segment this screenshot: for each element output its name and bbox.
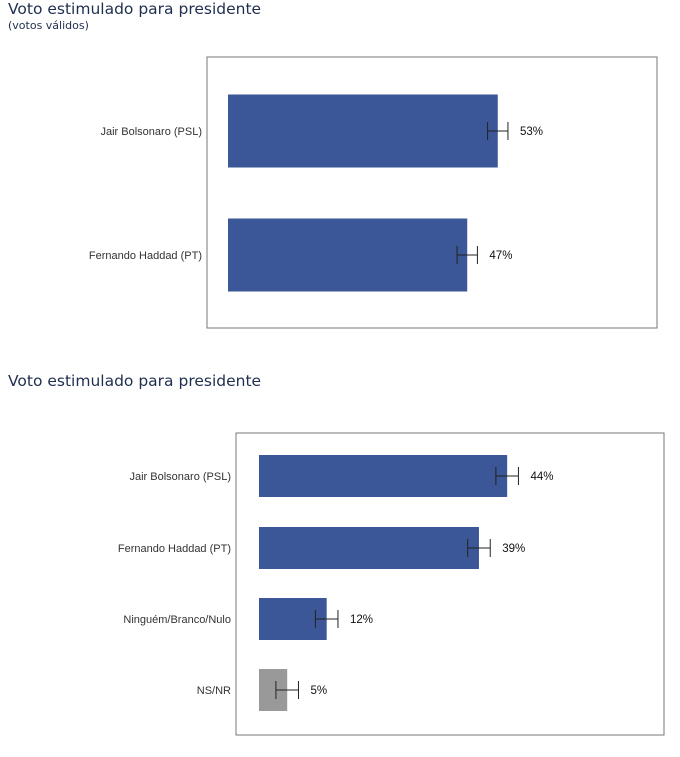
chart-2: Jair Bolsonaro (PSL) 44% Fernando Haddad (… [118, 432, 665, 736]
bar [259, 455, 508, 497]
chart1-subtitle: (votos válidos) [8, 19, 89, 32]
chart1-title: Voto estimulado para presidente [8, 0, 262, 18]
data-label: 5% [310, 685, 327, 697]
bar [228, 218, 468, 292]
chart-frame [235, 432, 665, 736]
data-label: 47% [489, 250, 512, 262]
category-label: Ninguém/Branco/Nulo [123, 614, 231, 626]
category-label: Jair Bolsonaro (PSL) [130, 471, 232, 483]
category-label: Fernando Haddad (PT) [89, 250, 202, 262]
chart2-title: Voto estimulado para presidente [8, 372, 262, 390]
data-label: 39% [502, 543, 525, 555]
category-label: Jair Bolsonaro (PSL) [101, 126, 203, 138]
data-label: 53% [520, 126, 543, 138]
bar [259, 527, 479, 569]
data-label: 44% [530, 471, 553, 483]
chart-frame [206, 56, 658, 329]
chart-1: Jair Bolsonaro (PSL) 53% Fernando Haddad (… [89, 56, 658, 329]
bar [228, 94, 498, 168]
category-label: Fernando Haddad (PT) [118, 543, 231, 555]
data-label: 12% [350, 614, 373, 626]
category-label: NS/NR [197, 685, 231, 697]
